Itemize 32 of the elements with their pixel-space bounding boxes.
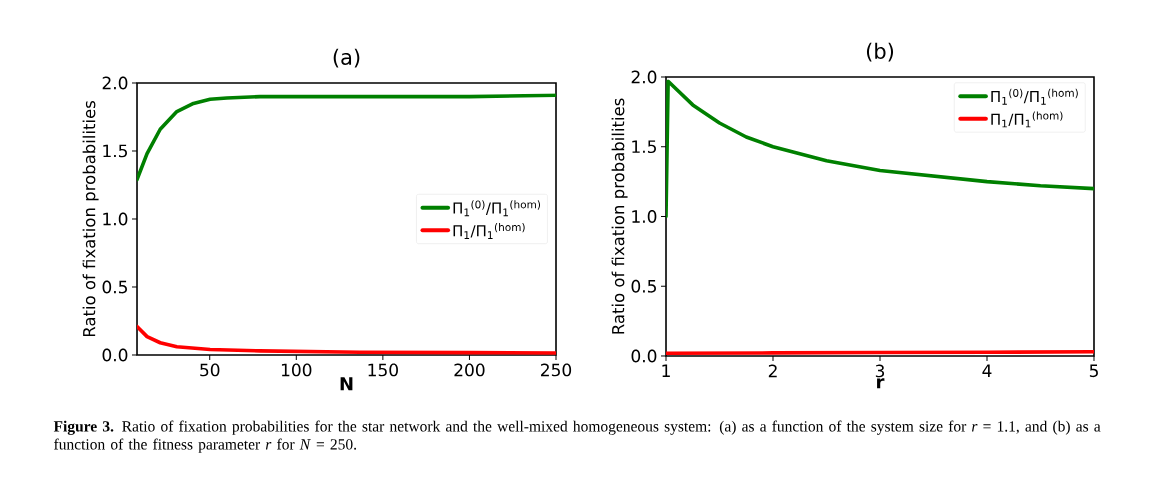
x-tick-label: 3 — [875, 364, 885, 378]
line-series — [137, 324, 557, 355]
chart-title: (a) — [333, 48, 360, 68]
legend-label: Π$_{1}$/Π$_{1}$(hom) — [453, 223, 525, 239]
y-tick-label: 1.0 — [632, 210, 657, 223]
x-tick-label: 50 — [200, 363, 220, 377]
x-axis-title: r — [877, 378, 885, 389]
y-tick-label: 2.0 — [102, 76, 128, 90]
legend-label: Π$_{1}$$^{(0)}$/Π$_{1}$(hom) — [453, 200, 541, 217]
x-tick-label: 200 — [454, 363, 485, 377]
legend-label: Π$_{1}$$^{(0)}$/Π$_{1}$(hom) — [991, 88, 1078, 105]
y-tick-label: 0.0 — [102, 348, 128, 362]
y-tick-label: 1.5 — [103, 144, 127, 158]
y-tick-label: 1.5 — [632, 140, 656, 154]
y-axis-title: Ratio of fixation probabilities — [82, 101, 99, 337]
x-tick-label: 100 — [281, 363, 312, 377]
text: Figure 3. Ratio of fixation probabilities for the star network and the well-mixed homogeneous system: (a) as a function of the system size for r = 1.1, and (b) as a function of the fitness parameter r for N = 250. — [53, 420, 1101, 453]
x-axis-title: N — [340, 377, 353, 391]
legend-label: Π$_{1}$/Π$_{1}$(hom) — [991, 111, 1063, 128]
y-tick-label: 2.0 — [631, 70, 657, 84]
x-tick-label: 5 — [1089, 364, 1098, 378]
y-tick-label: 0.5 — [631, 279, 656, 293]
y-tick-label: 0.5 — [102, 280, 127, 294]
x-tick-label: 150 — [368, 363, 398, 377]
y-axis-title: Ratio of fixation probabilities — [611, 98, 628, 334]
x-tick-label: 2 — [768, 364, 777, 378]
y-tick-label: 1.0 — [103, 212, 128, 226]
x-tick-label: 250 — [541, 363, 572, 377]
chart-title: (b) — [866, 42, 894, 62]
x-tick-label: 1 — [662, 364, 670, 377]
y-tick-label: 0.0 — [631, 349, 657, 363]
x-tick-label: 4 — [982, 364, 992, 377]
